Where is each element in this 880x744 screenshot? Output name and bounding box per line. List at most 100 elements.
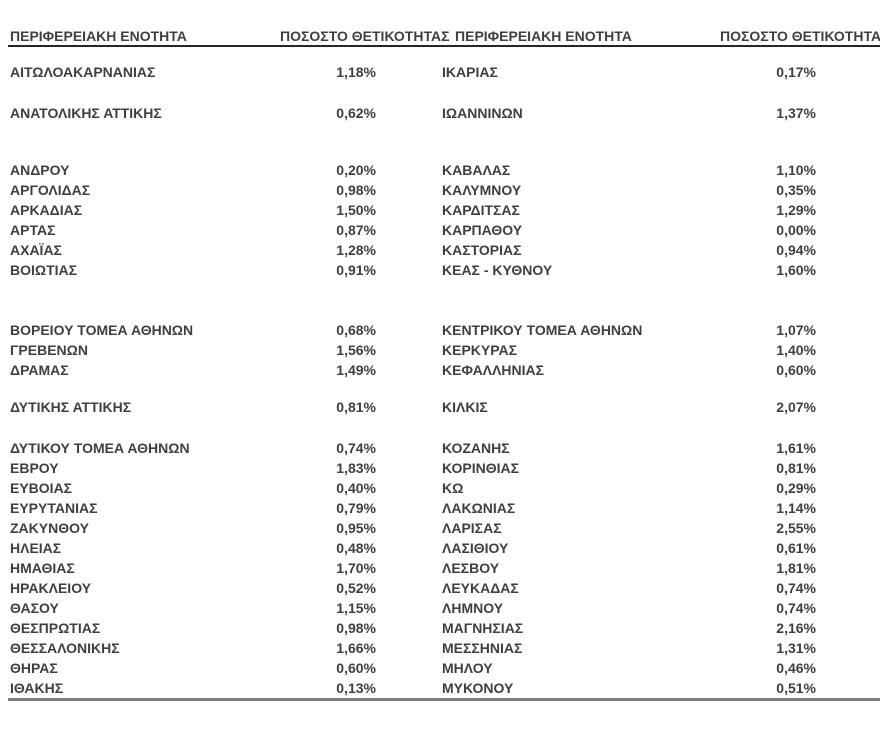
- table-row: ΑΙΤΩΛΟΑΚΑΡΝΑΝΙΑΣ 1,18% ΙΚΑΡΙΑΣ 0,17%: [8, 62, 880, 82]
- region-name-left: ΘΑΣΟΥ: [10, 600, 59, 616]
- positivity-right: 1,40%: [776, 342, 816, 358]
- region-name-right: ΛΑΡΙΣΑΣ: [442, 520, 502, 536]
- positivity-right: 0,35%: [776, 182, 816, 198]
- header-region-right: ΠΕΡΙΦΕΡΕΙΑΚΗ ΕΝΟΤΗΤΑ: [440, 26, 720, 47]
- region-name-left: ΑΧΑΪΑΣ: [10, 242, 62, 258]
- spacer-row: [8, 280, 880, 320]
- region-name-right: ΛΗΜΝΟΥ: [442, 600, 504, 616]
- region-name-left: ΑΡΚΑΔΙΑΣ: [10, 202, 83, 218]
- spacer-cell: [8, 417, 880, 438]
- region-name-right: ΙΩΑΝΝΙΝΩΝ: [442, 105, 523, 121]
- header-positivity-left: ΠΟΣΟΣΤΟ ΘΕΤΙΚΟΤΗΤΑΣ: [280, 26, 449, 47]
- region-name-left: ΘΕΣΣΑΛΟΝΙΚΗΣ: [10, 640, 120, 656]
- positivity-right: 1,60%: [776, 262, 816, 278]
- positivity-left: 1,15%: [336, 600, 376, 616]
- positivity-right: 1,07%: [776, 322, 816, 338]
- positivity-left: 1,70%: [336, 560, 376, 576]
- table-row: ΗΡΑΚΛΕΙΟΥ 0,52% ΛΕΥΚΑΔΑΣ 0,74%: [8, 578, 880, 598]
- region-name-right: ΙΚΑΡΙΑΣ: [442, 64, 498, 80]
- table-row: ΑΡΤΑΣ 0,87% ΚΑΡΠΑΘΟΥ 0,00%: [8, 220, 880, 240]
- positivity-right: 0,29%: [776, 480, 816, 496]
- region-name-left: ΗΛΕΙΑΣ: [10, 540, 62, 556]
- spacer-cell: [8, 82, 880, 103]
- region-name-left: ΗΡΑΚΛΕΙΟΥ: [10, 580, 92, 596]
- region-name-right: ΜΕΣΣΗΝΙΑΣ: [442, 640, 523, 656]
- table-row: ΑΡΚΑΔΙΑΣ 1,50% ΚΑΡΔΙΤΣΑΣ 1,29%: [8, 200, 880, 220]
- positivity-left: 0,68%: [336, 322, 376, 338]
- spacer-row: [8, 123, 880, 160]
- positivity-right: 1,29%: [776, 202, 816, 218]
- region-name-left: ΒΟΙΩΤΙΑΣ: [10, 262, 78, 278]
- positivity-left: 0,95%: [336, 520, 376, 536]
- region-name-left: ΒΟΡΕΙΟΥ ΤΟΜΕΑ ΑΘΗΝΩΝ: [10, 322, 194, 338]
- table-row: ΕΥΒΟΙΑΣ 0,40% ΚΩ 0,29%: [8, 478, 880, 498]
- table-row: ΑΡΓΟΛΙΔΑΣ 0,98% ΚΑΛΥΜΝΟΥ 0,35%: [8, 180, 880, 200]
- positivity-right: 2,16%: [776, 620, 816, 636]
- region-name-left: ΑΝΔΡΟΥ: [10, 162, 70, 178]
- region-name-left: ΓΡΕΒΕΝΩΝ: [10, 342, 88, 358]
- positivity-right: 1,14%: [776, 500, 816, 516]
- positivity-right: 0,60%: [776, 362, 816, 378]
- region-name-left: ΕΥΡΥΤΑΝΙΑΣ: [10, 500, 98, 516]
- positivity-left: 0,40%: [336, 480, 376, 496]
- regional-positivity-table: ΠΕΡΙΦΕΡΕΙΑΚΗ ΕΝΟΤΗΤΑ ΠΟΣΟΣΤΟ ΘΕΤΙΚΟΤΗΤΑΣ…: [8, 26, 880, 701]
- table-row: ΑΝΔΡΟΥ 0,20% ΚΑΒΑΛΑΣ 1,10%: [8, 160, 880, 180]
- region-name-left: ΑΡΤΑΣ: [10, 222, 56, 238]
- positivity-right: 0,81%: [776, 460, 816, 476]
- positivity-right: 1,61%: [776, 440, 816, 456]
- positivity-right: 0,74%: [776, 580, 816, 596]
- positivity-right: 1,37%: [776, 105, 816, 121]
- table-row: ΘΕΣΠΡΩΤΙΑΣ 0,98% ΜΑΓΝΗΣΙΑΣ 2,16%: [8, 618, 880, 638]
- positivity-left: 1,66%: [336, 640, 376, 656]
- positivity-left: 0,87%: [336, 222, 376, 238]
- table-row: ΕΒΡΟΥ 1,83% ΚΟΡΙΝΘΙΑΣ 0,81%: [8, 458, 880, 478]
- region-name-right: ΚΑΒΑΛΑΣ: [442, 162, 511, 178]
- positivity-right: 0,00%: [776, 222, 816, 238]
- positivity-left: 0,60%: [336, 660, 376, 676]
- region-name-right: ΚΑΣΤΟΡΙΑΣ: [442, 242, 522, 258]
- region-name-left: ΘΕΣΠΡΩΤΙΑΣ: [10, 620, 101, 636]
- positivity-left: 0,52%: [336, 580, 376, 596]
- spacer-row: [8, 417, 880, 438]
- spacer-row: [8, 82, 880, 103]
- positivity-right: 0,46%: [776, 660, 816, 676]
- region-name-right: ΛΑΚΩΝΙΑΣ: [442, 500, 516, 516]
- positivity-right: 0,17%: [776, 64, 816, 80]
- positivity-right: 0,74%: [776, 600, 816, 616]
- table-row: ΔΡΑΜΑΣ 1,49% ΚΕΦΑΛΛΗΝΙΑΣ 0,60%: [8, 360, 880, 380]
- region-name-left: ΑΡΓΟΛΙΔΑΣ: [10, 182, 91, 198]
- table-row: ΘΑΣΟΥ 1,15% ΛΗΜΝΟΥ 0,74%: [8, 598, 880, 618]
- table-row: ΔΥΤΙΚΟΥ ΤΟΜΕΑ ΑΘΗΝΩΝ 0,74% ΚΟΖΑΝΗΣ 1,61%: [8, 438, 880, 458]
- region-name-right: ΚΑΡΠΑΘΟΥ: [442, 222, 523, 238]
- region-name-left: ΔΡΑΜΑΣ: [10, 362, 69, 378]
- positivity-left: 1,49%: [336, 362, 376, 378]
- region-name-left: ΔΥΤΙΚΟΥ ΤΟΜΕΑ ΑΘΗΝΩΝ: [10, 440, 190, 456]
- table-row: ΑΧΑΪΑΣ 1,28% ΚΑΣΤΟΡΙΑΣ 0,94%: [8, 240, 880, 260]
- table-row: ΗΛΕΙΑΣ 0,48% ΛΑΣΙΘΙΟΥ 0,61%: [8, 538, 880, 558]
- positivity-right: 1,81%: [776, 560, 816, 576]
- region-name-right: ΚΩ: [442, 480, 464, 496]
- positivity-left: 0,20%: [336, 162, 376, 178]
- region-name-right: ΜΗΛΟΥ: [442, 660, 493, 676]
- spacer-row: [8, 380, 880, 397]
- region-name-left: ΔΥΤΙΚΗΣ ΑΤΤΙΚΗΣ: [10, 399, 132, 415]
- table-row: ΗΜΑΘΙΑΣ 1,70% ΛΕΣΒΟΥ 1,81%: [8, 558, 880, 578]
- positivity-left: 0,74%: [336, 440, 376, 456]
- positivity-right: 2,07%: [776, 399, 816, 415]
- region-name-left: ΖΑΚΥΝΘΟΥ: [10, 520, 89, 536]
- region-name-right: ΚΕΑΣ - ΚΥΘΝΟΥ: [442, 262, 553, 278]
- region-name-left: ΙΘΑΚΗΣ: [10, 680, 64, 696]
- region-name-left: ΑΙΤΩΛΟΑΚΑΡΝΑΝΙΑΣ: [10, 64, 156, 80]
- region-name-right: ΚΕΡΚΥΡΑΣ: [442, 342, 518, 358]
- positivity-right: 0,51%: [776, 680, 816, 696]
- positivity-left: 0,48%: [336, 540, 376, 556]
- spacer-row: [8, 46, 880, 62]
- positivity-left: 1,83%: [336, 460, 376, 476]
- spacer-cell: [8, 280, 880, 320]
- table-row: ΔΥΤΙΚΗΣ ΑΤΤΙΚΗΣ 0,81% ΚΙΛΚΙΣ 2,07%: [8, 397, 880, 417]
- region-name-left: ΕΒΡΟΥ: [10, 460, 59, 476]
- positivity-left: 0,81%: [336, 399, 376, 415]
- positivity-left: 1,56%: [336, 342, 376, 358]
- positivity-left: 0,91%: [336, 262, 376, 278]
- region-name-right: ΛΕΣΒΟΥ: [442, 560, 500, 576]
